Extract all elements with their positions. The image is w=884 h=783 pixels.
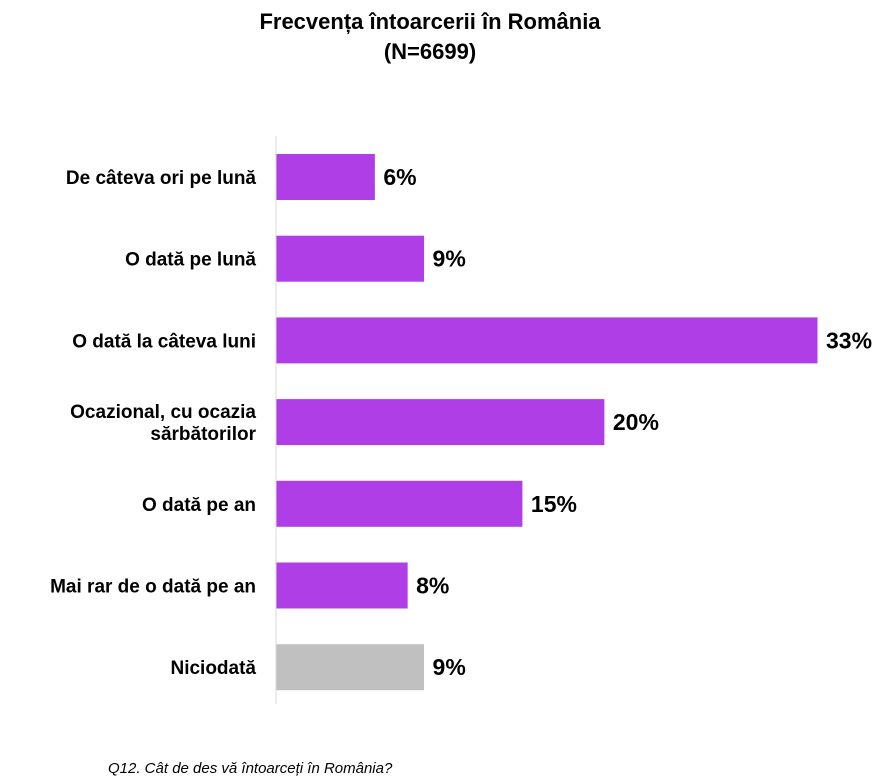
bar bbox=[276, 480, 523, 527]
value-label: 6% bbox=[383, 164, 416, 190]
bar bbox=[276, 399, 605, 446]
chart-title: Frecvența întoarcerii în România bbox=[259, 9, 601, 34]
value-label: 8% bbox=[416, 573, 449, 599]
value-label: 9% bbox=[433, 246, 466, 272]
category-label: O dată pe lună bbox=[125, 250, 256, 271]
category-label: De câteva ori pe lună bbox=[66, 168, 257, 189]
value-label: 9% bbox=[433, 654, 466, 680]
bar bbox=[276, 154, 375, 200]
category-label: Ocazional, cu ocazia bbox=[70, 402, 256, 423]
bar bbox=[276, 235, 425, 282]
category-label: O dată pe an bbox=[142, 495, 256, 516]
category-label: Niciodată bbox=[170, 658, 256, 679]
bar bbox=[276, 317, 818, 364]
bar bbox=[276, 644, 425, 691]
value-label: 20% bbox=[613, 409, 659, 435]
bar bbox=[276, 562, 408, 609]
value-label: 33% bbox=[826, 327, 872, 353]
footnote: Q12. Cât de des vă întoarceți în România… bbox=[108, 760, 393, 777]
chart-subtitle: (N=6699) bbox=[383, 39, 477, 64]
category-label: Mai rar de o dată pe an bbox=[50, 577, 256, 598]
value-label: 15% bbox=[531, 491, 577, 517]
category-label: O dată la câteva luni bbox=[72, 331, 256, 352]
category-label: sărbătorilor bbox=[150, 424, 256, 445]
